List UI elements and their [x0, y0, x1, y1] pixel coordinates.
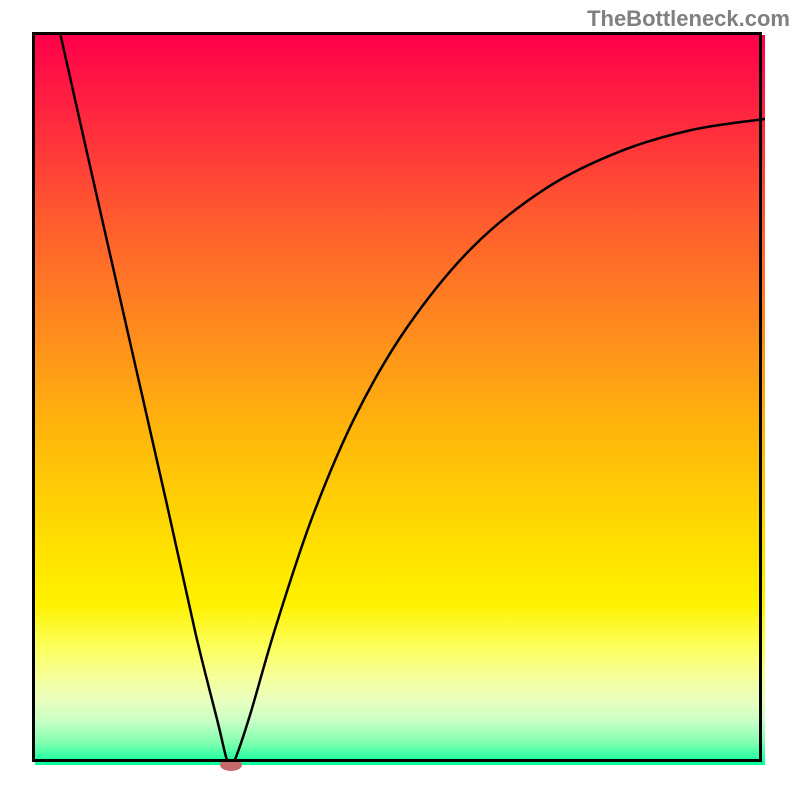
chart-container: TheBottleneck.com: [0, 0, 800, 800]
watermark-text: TheBottleneck.com: [587, 6, 790, 32]
minimum-marker: [220, 759, 242, 771]
curve-line: [35, 35, 765, 765]
plot-area: [35, 35, 765, 765]
